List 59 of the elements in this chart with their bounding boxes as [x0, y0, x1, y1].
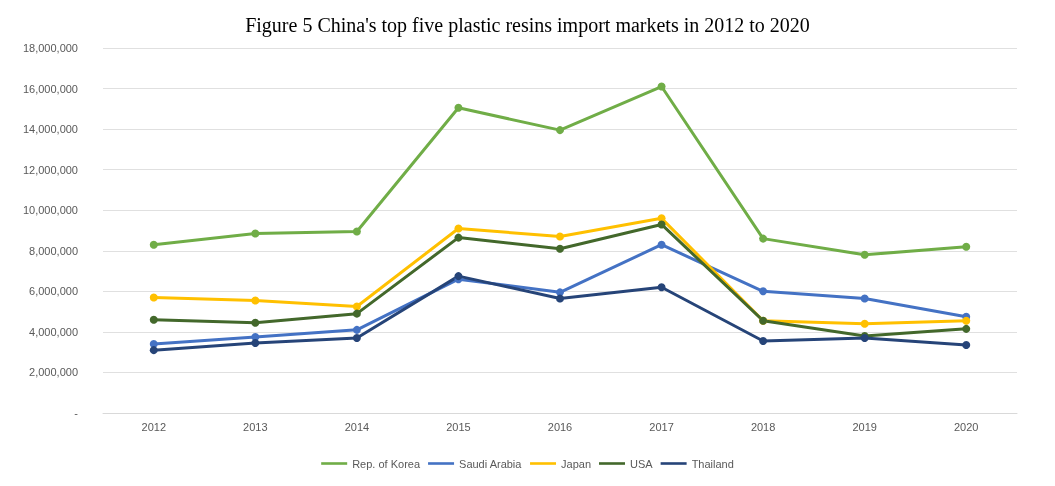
- point: [759, 234, 768, 243]
- point: [251, 318, 260, 327]
- chart-title: Figure 5 China's top five plastic resins import markets in 2012 to 2020: [245, 14, 810, 37]
- point: [657, 283, 666, 292]
- point: [556, 232, 564, 241]
- point: [860, 319, 869, 328]
- point: [860, 294, 869, 303]
- y-tick-label: 10,000,000: [22, 204, 78, 217]
- x-tick-label: 2018: [750, 420, 776, 433]
- y-tick-label: -: [74, 407, 79, 419]
- point: [352, 302, 361, 311]
- x-tick-label: 2016: [547, 420, 573, 433]
- point: [962, 242, 971, 251]
- y-tick-label: 16,000,000: [22, 82, 78, 95]
- legend-label: Thailand: [691, 457, 734, 470]
- point: [149, 293, 158, 302]
- point: [556, 244, 564, 253]
- point: [352, 325, 361, 334]
- y-tick-label: 18,000,000: [22, 42, 78, 54]
- y-tick-label: 2,000,000: [29, 366, 78, 379]
- x-tick-label: 2015: [446, 420, 471, 433]
- y-tick-label: 12,000,000: [22, 163, 78, 176]
- point: [962, 341, 971, 350]
- point: [352, 333, 361, 342]
- y-tick-label: 4,000,000: [29, 325, 78, 338]
- point: [251, 339, 260, 348]
- legend-label: USA: [630, 457, 654, 470]
- legend-label: Saudi Arabia: [459, 457, 523, 470]
- point: [860, 250, 869, 259]
- point: [251, 296, 260, 305]
- point: [352, 309, 361, 318]
- point: [454, 103, 463, 112]
- point: [251, 229, 260, 238]
- x-tick-label: 2019: [852, 420, 877, 433]
- point: [962, 316, 971, 325]
- point: [454, 224, 463, 233]
- point: [556, 126, 564, 135]
- point: [149, 346, 158, 355]
- legend-label: Rep. of Korea: [352, 457, 421, 470]
- y-tick-label: 6,000,000: [29, 285, 78, 298]
- point: [657, 220, 666, 229]
- legend-label: Japan: [561, 457, 592, 470]
- point: [759, 337, 768, 346]
- x-tick-label: 2014: [344, 420, 370, 433]
- point: [759, 287, 768, 296]
- point: [657, 82, 666, 91]
- point: [149, 315, 158, 324]
- point: [352, 227, 361, 236]
- x-tick-label: 2012: [141, 420, 167, 433]
- point: [149, 240, 158, 249]
- x-tick-label: 2013: [243, 420, 268, 433]
- y-tick-label: 8,000,000: [29, 244, 78, 257]
- point: [556, 294, 564, 303]
- point: [962, 324, 971, 333]
- y-tick-label: 14,000,000: [22, 123, 78, 136]
- point: [454, 233, 463, 242]
- point: [657, 240, 666, 249]
- x-tick-label: 2017: [649, 420, 674, 433]
- x-tick-label: 2020: [953, 420, 979, 433]
